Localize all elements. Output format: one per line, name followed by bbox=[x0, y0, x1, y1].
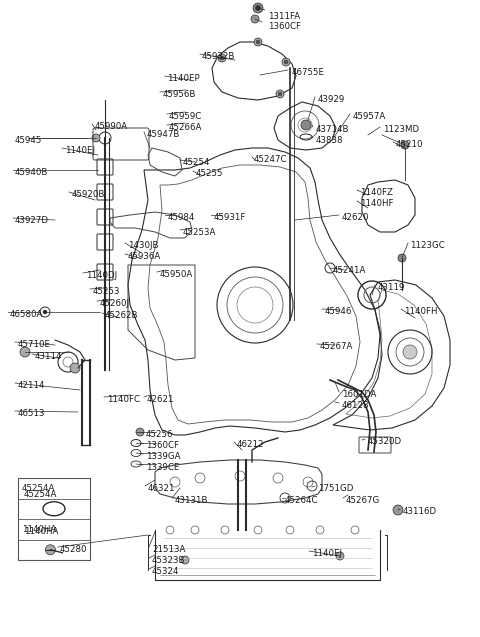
Text: 46128: 46128 bbox=[342, 401, 370, 410]
Text: 43838: 43838 bbox=[316, 136, 344, 145]
Text: 45920B: 45920B bbox=[72, 190, 106, 199]
Text: 45280: 45280 bbox=[60, 545, 87, 554]
Circle shape bbox=[282, 58, 290, 66]
Text: 1123GC: 1123GC bbox=[410, 241, 445, 250]
Text: 45266A: 45266A bbox=[169, 123, 203, 132]
Circle shape bbox=[70, 363, 80, 373]
Text: 1140EJ: 1140EJ bbox=[312, 549, 342, 558]
Text: 45947B: 45947B bbox=[147, 130, 180, 139]
Circle shape bbox=[336, 552, 344, 560]
Circle shape bbox=[218, 54, 226, 62]
Text: 1140FH: 1140FH bbox=[404, 307, 437, 316]
Circle shape bbox=[136, 428, 144, 436]
Text: 42621: 42621 bbox=[147, 395, 175, 404]
Text: 45254: 45254 bbox=[183, 158, 211, 167]
Text: 43929: 43929 bbox=[318, 95, 345, 104]
Text: 45956B: 45956B bbox=[163, 90, 196, 99]
Text: 1601DA: 1601DA bbox=[342, 390, 376, 399]
Text: 1339CE: 1339CE bbox=[146, 463, 180, 472]
Text: 42620: 42620 bbox=[342, 213, 370, 222]
Text: 1140HF: 1140HF bbox=[360, 199, 394, 208]
Text: 21513A: 21513A bbox=[152, 545, 185, 554]
Circle shape bbox=[220, 56, 224, 60]
Text: 45984: 45984 bbox=[168, 213, 195, 222]
Text: 45256: 45256 bbox=[146, 430, 173, 439]
Text: 1140EP: 1140EP bbox=[167, 74, 200, 83]
Text: 45267G: 45267G bbox=[346, 496, 380, 505]
Text: 45320D: 45320D bbox=[368, 437, 402, 446]
Text: 45950A: 45950A bbox=[160, 270, 193, 279]
Text: 45210: 45210 bbox=[396, 140, 423, 149]
Text: 43119: 43119 bbox=[378, 283, 406, 292]
Text: 45990A: 45990A bbox=[95, 122, 128, 131]
Text: 43116D: 43116D bbox=[403, 507, 437, 516]
Text: 45940B: 45940B bbox=[15, 168, 48, 177]
Circle shape bbox=[92, 134, 100, 142]
Text: 45931F: 45931F bbox=[214, 213, 246, 222]
Text: 45710E: 45710E bbox=[18, 340, 51, 349]
Text: 45260J: 45260J bbox=[100, 299, 130, 308]
Circle shape bbox=[398, 254, 406, 262]
Text: 46580A: 46580A bbox=[10, 310, 43, 319]
Circle shape bbox=[181, 556, 189, 564]
Circle shape bbox=[255, 6, 261, 10]
Text: 46513: 46513 bbox=[18, 409, 46, 418]
Text: 45267A: 45267A bbox=[320, 342, 353, 351]
Text: 43131B: 43131B bbox=[175, 496, 208, 505]
Text: 45323B: 45323B bbox=[152, 556, 185, 565]
Text: 1140EJ: 1140EJ bbox=[65, 146, 95, 155]
Circle shape bbox=[301, 120, 311, 130]
Text: 45253A: 45253A bbox=[183, 228, 216, 237]
Text: 45255: 45255 bbox=[196, 169, 224, 178]
Text: 1140HA: 1140HA bbox=[24, 527, 59, 536]
Circle shape bbox=[284, 60, 288, 64]
Text: 42114: 42114 bbox=[18, 381, 46, 390]
Circle shape bbox=[251, 15, 259, 23]
Text: 45957A: 45957A bbox=[353, 112, 386, 121]
Text: 45959C: 45959C bbox=[169, 112, 202, 121]
Text: 46755E: 46755E bbox=[292, 68, 325, 77]
Text: 45247C: 45247C bbox=[254, 155, 288, 164]
Text: 43714B: 43714B bbox=[316, 125, 349, 134]
Circle shape bbox=[278, 92, 282, 96]
Text: 1123MD: 1123MD bbox=[383, 125, 419, 134]
Circle shape bbox=[254, 38, 262, 46]
Text: 1360CF: 1360CF bbox=[268, 22, 301, 31]
Text: 43927D: 43927D bbox=[15, 216, 49, 225]
Text: 46212: 46212 bbox=[237, 440, 264, 449]
Text: 46321: 46321 bbox=[148, 484, 176, 493]
Text: 45254A: 45254A bbox=[22, 483, 55, 493]
Circle shape bbox=[393, 505, 403, 515]
Circle shape bbox=[401, 141, 409, 149]
Circle shape bbox=[46, 545, 55, 555]
Text: 1311FA: 1311FA bbox=[268, 12, 300, 21]
Circle shape bbox=[43, 310, 47, 314]
Text: 45945: 45945 bbox=[15, 136, 42, 145]
Text: 45253: 45253 bbox=[93, 287, 120, 296]
Text: 45254A: 45254A bbox=[24, 490, 58, 499]
Text: 45241A: 45241A bbox=[333, 266, 366, 275]
Text: 45936A: 45936A bbox=[128, 252, 161, 261]
Circle shape bbox=[276, 90, 284, 98]
Text: 1140FC: 1140FC bbox=[107, 395, 140, 404]
Circle shape bbox=[20, 347, 30, 357]
Text: 45262B: 45262B bbox=[105, 311, 139, 320]
Text: 1751GD: 1751GD bbox=[318, 484, 353, 493]
Text: 45946: 45946 bbox=[325, 307, 352, 316]
Text: 1140DJ: 1140DJ bbox=[86, 271, 117, 280]
Text: 43114: 43114 bbox=[35, 352, 62, 361]
Text: 45932B: 45932B bbox=[202, 52, 235, 61]
Text: 1140HA: 1140HA bbox=[22, 525, 56, 534]
Text: 1360CF: 1360CF bbox=[146, 441, 179, 450]
Text: 1430JB: 1430JB bbox=[128, 241, 158, 250]
Text: 45324: 45324 bbox=[152, 567, 180, 576]
Text: 1140FZ: 1140FZ bbox=[360, 188, 393, 197]
Circle shape bbox=[256, 40, 260, 44]
Text: 45264C: 45264C bbox=[285, 496, 319, 505]
Circle shape bbox=[403, 345, 417, 359]
Text: 1339GA: 1339GA bbox=[146, 452, 180, 461]
Circle shape bbox=[253, 3, 263, 13]
